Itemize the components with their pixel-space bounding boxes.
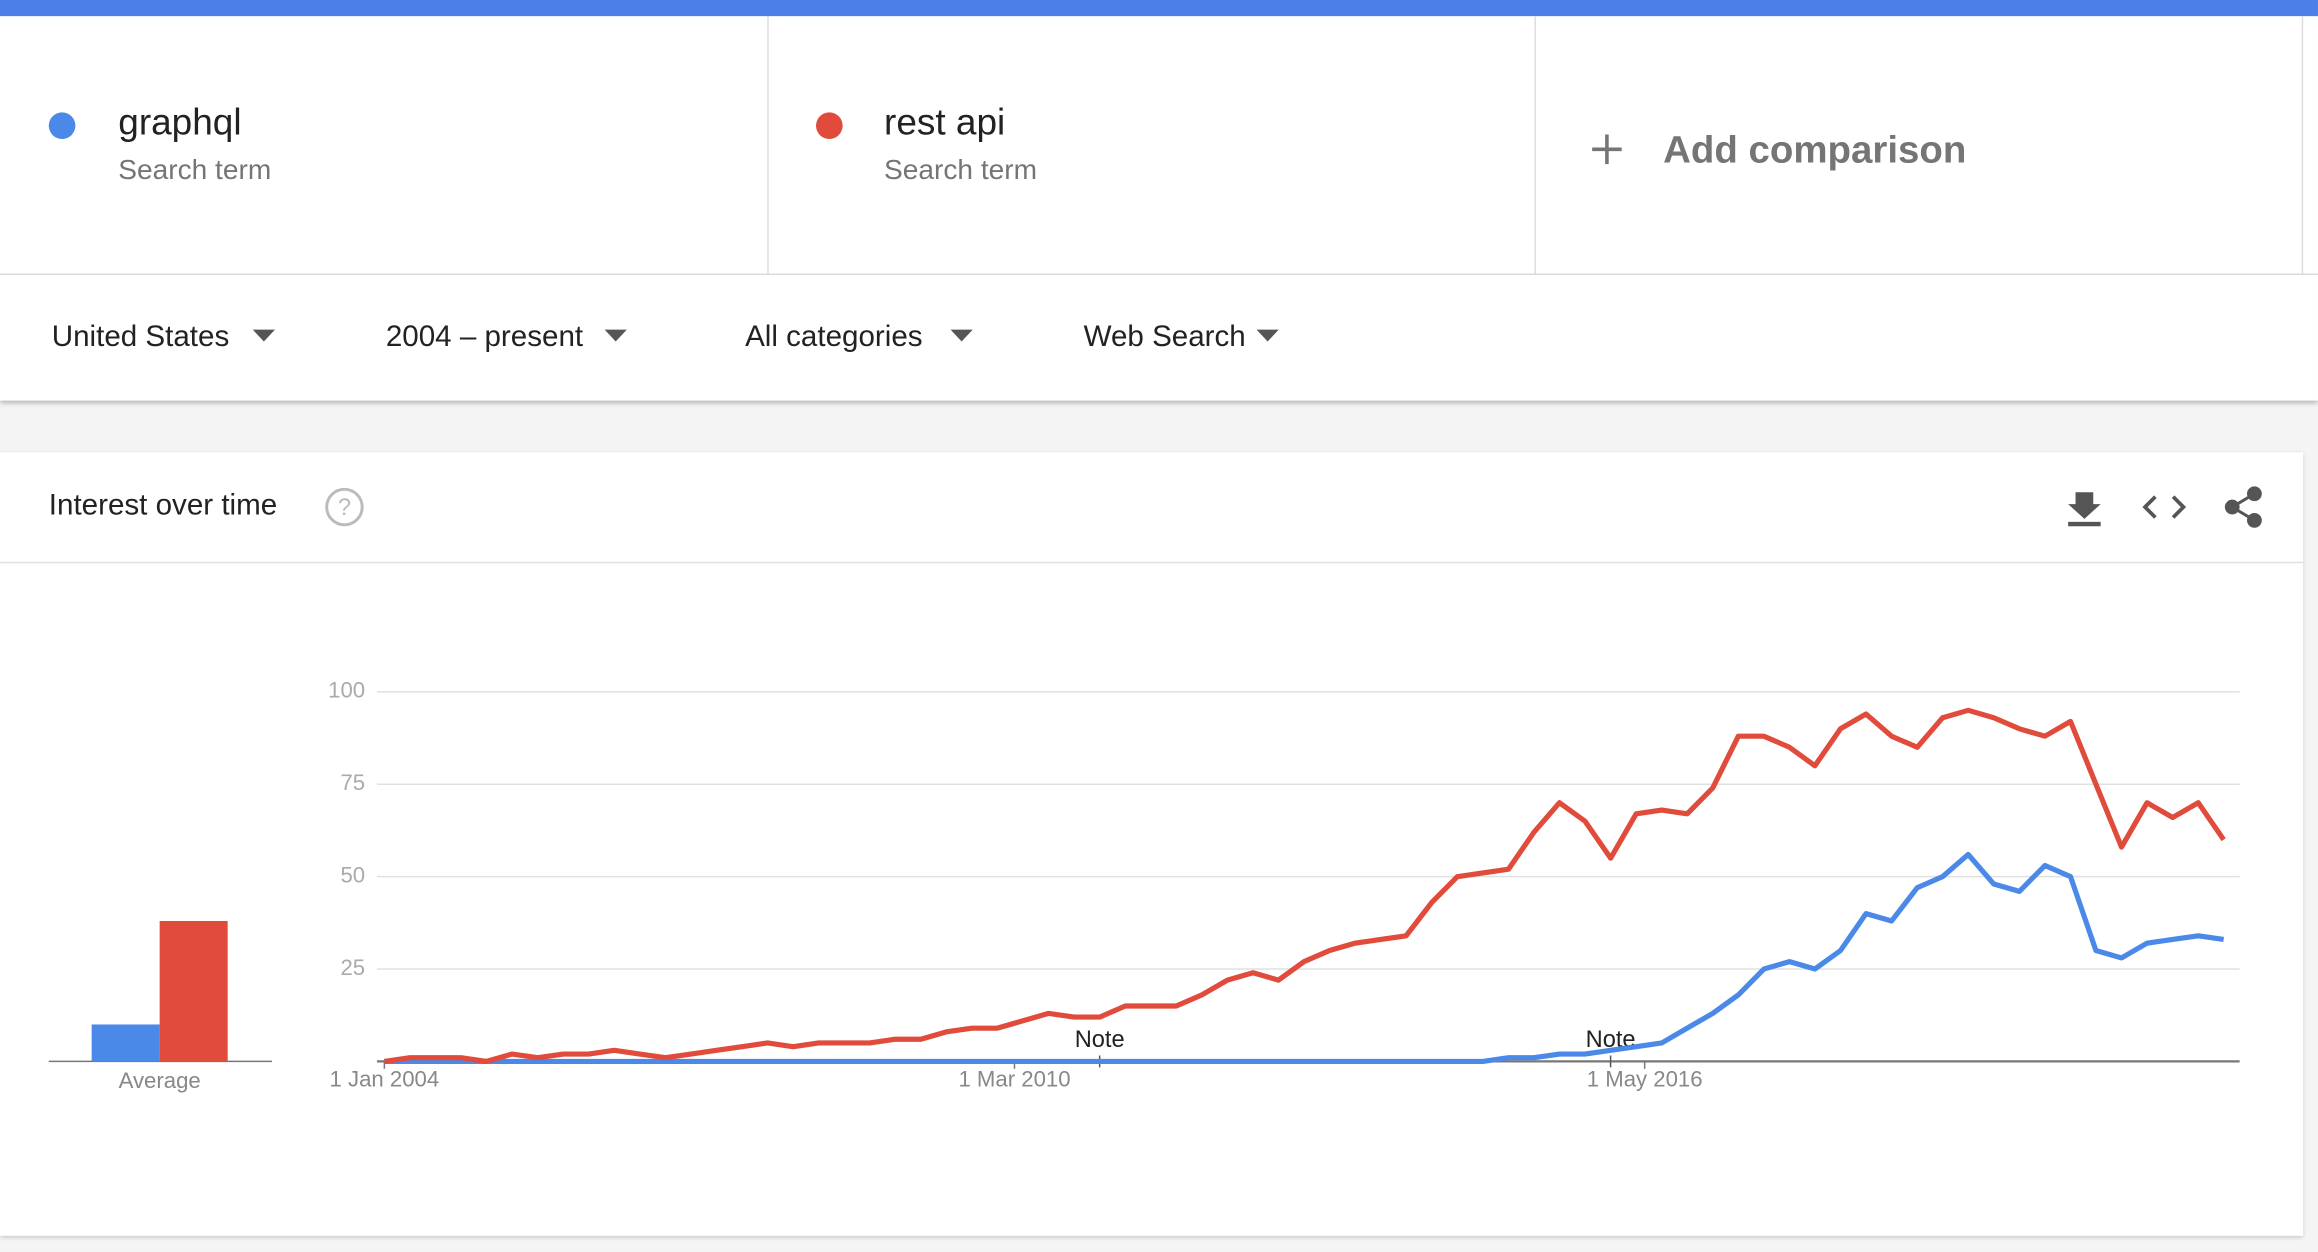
series-line (383, 707, 2226, 1065)
divider (1534, 16, 1536, 274)
x-tick-label: 1 Jan 2004 (330, 1066, 440, 1091)
x-tick-label: 1 Mar 2010 (958, 1066, 1070, 1091)
y-tick-label: 100 (328, 678, 365, 703)
term-name[interactable]: graphql (118, 102, 242, 144)
filter[interactable]: Web Search (1083, 320, 1246, 354)
filter[interactable]: United States (51, 320, 230, 354)
term-type: Search term (118, 155, 272, 187)
divider (767, 16, 769, 274)
y-tick-label: 50 (340, 862, 365, 887)
card (0, 452, 2304, 1236)
y-tick-label: 75 (340, 770, 365, 795)
filters-row (0, 274, 2318, 401)
term-type: Search term (884, 155, 1038, 187)
term-dot (816, 112, 843, 139)
note: Note (1075, 1027, 1125, 1053)
embed-icon[interactable] (2142, 495, 2187, 519)
y-tick-label: 25 (340, 955, 365, 980)
plus-icon[interactable] (1589, 132, 1624, 167)
top-bar (0, 0, 2318, 17)
download-icon[interactable] (2068, 492, 2101, 527)
help-icon[interactable] (325, 487, 364, 527)
average-label: Average (119, 1068, 201, 1093)
filter[interactable]: 2004 – present (385, 320, 584, 354)
share-icon[interactable] (2224, 486, 2262, 528)
term-name[interactable]: rest api (884, 102, 1006, 144)
card-divider (0, 561, 2304, 564)
divider (2301, 16, 2304, 274)
help-mark[interactable]: ? (338, 495, 351, 521)
average-bar (159, 920, 228, 1062)
series-line (384, 851, 2225, 1065)
card-title: Interest over time (48, 489, 278, 522)
term-dot (48, 112, 76, 139)
filter[interactable]: All categories (745, 320, 923, 354)
add-comparison[interactable]: Add comparison (1663, 127, 1967, 172)
terms-row (0, 16, 2318, 275)
average-bar (91, 1024, 160, 1062)
x-tick-label: 1 May 2016 (1587, 1066, 1703, 1091)
